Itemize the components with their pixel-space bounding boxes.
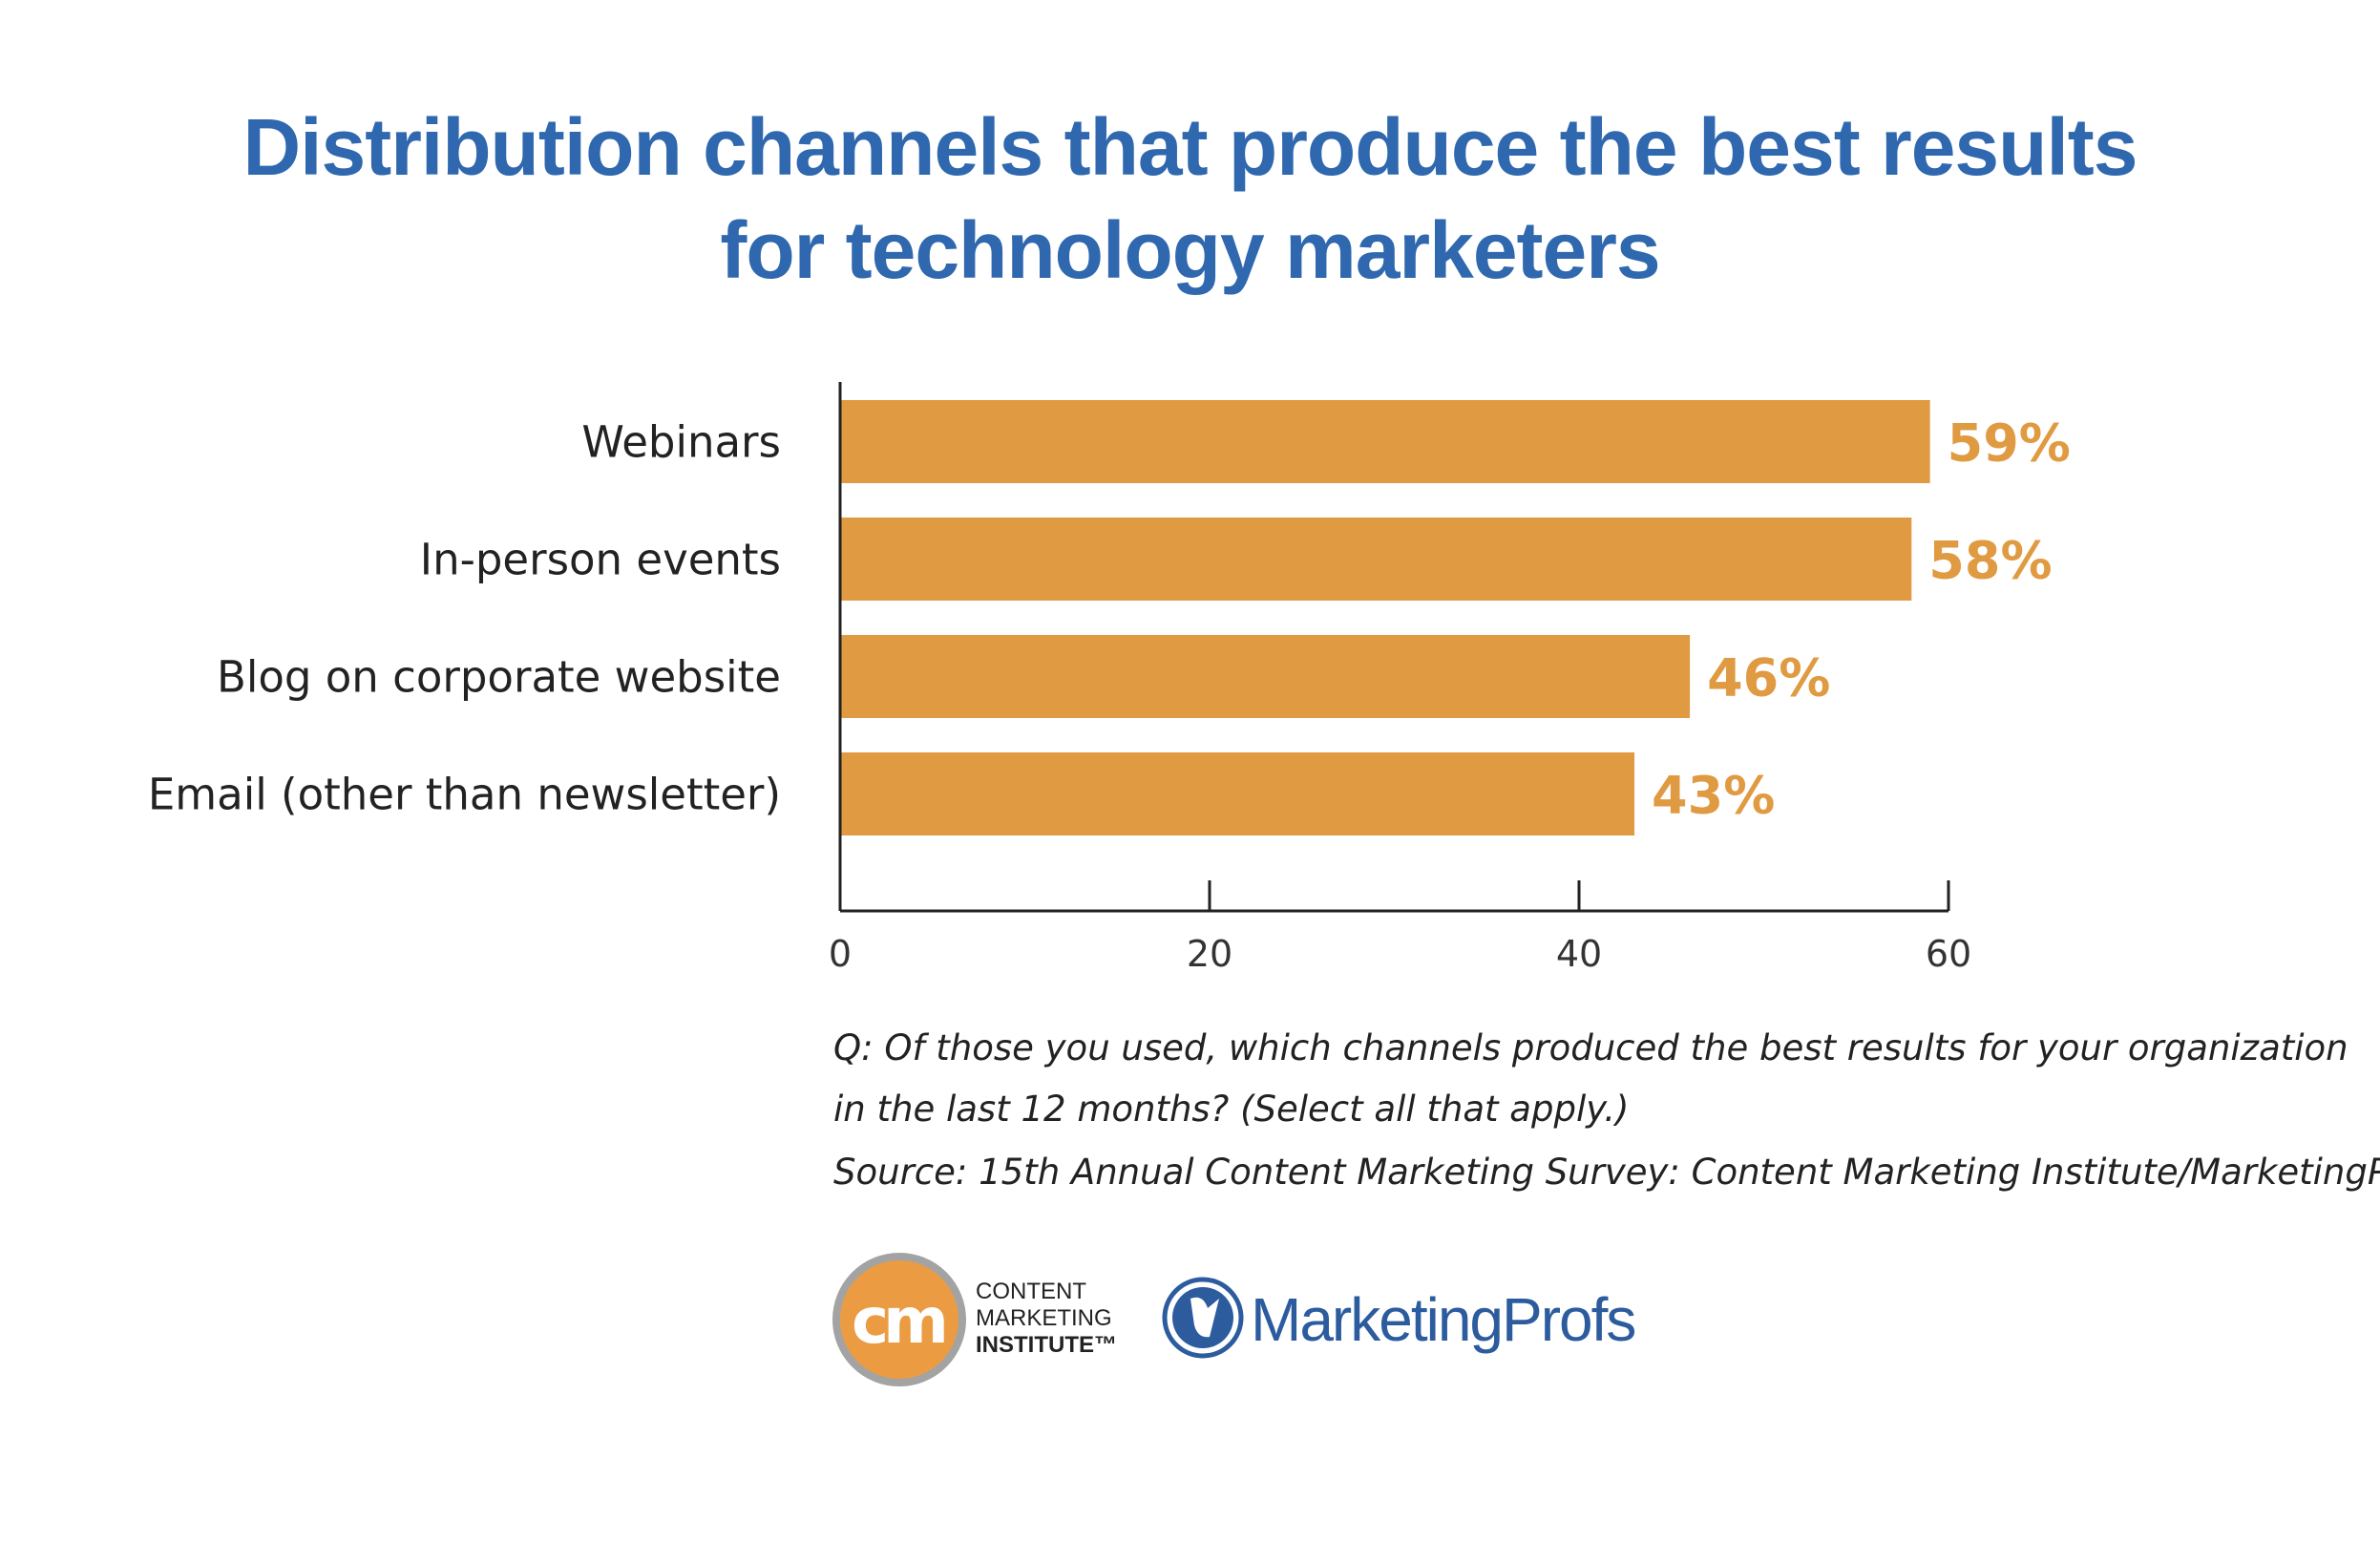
marketingprofs-text: MarketingProfs (1251, 1285, 1634, 1354)
bar (840, 400, 1930, 483)
chart-title: Distribution channels that produce the b… (0, 95, 2380, 302)
bar (840, 752, 1635, 835)
x-tick-label: 0 (829, 933, 852, 975)
data-label: 59% (1948, 413, 2071, 474)
question-note: Q: Of those you used, which channels pro… (833, 1027, 2348, 1068)
cmi-line-3: INSTITUTE™ (976, 1332, 1117, 1358)
bar (840, 518, 1912, 601)
cmi-line-1: CONTENT (976, 1279, 1086, 1304)
x-tick-label: 20 (1187, 933, 1232, 975)
cmi-logo: cm CONTENT MARKETING INSTITUTE™ (832, 1251, 1119, 1394)
category-label: In-person events (420, 535, 781, 585)
marketingprofs-logo: MarketingProfs (1160, 1270, 1656, 1370)
svg-text:cm: cm (852, 1284, 944, 1358)
source-note: Source: 15th Annual Content Marketing Su… (833, 1152, 2380, 1193)
bar-chart: Webinars 59% In-person events 58% Blog on co… (148, 382, 2071, 975)
chart-title-line-1: Distribution channels that produce the b… (242, 102, 2138, 192)
bar (840, 635, 1691, 718)
category-label: Blog on corporate website (217, 652, 781, 703)
chart-title-line-2: for technology marketers (720, 205, 1660, 295)
data-label: 43% (1652, 766, 1775, 826)
x-tick-label: 60 (1926, 933, 1971, 975)
data-label: 46% (1707, 648, 1830, 708)
x-tick-label: 40 (1556, 933, 1602, 975)
cmi-line-2: MARKETING (976, 1305, 1112, 1331)
category-label: Email (other than newsletter) (148, 770, 781, 820)
question-note-cont: in the last 12 months? (Select all that … (833, 1089, 1630, 1130)
category-label: Webinars (581, 417, 781, 468)
data-label: 58% (1928, 531, 2052, 591)
